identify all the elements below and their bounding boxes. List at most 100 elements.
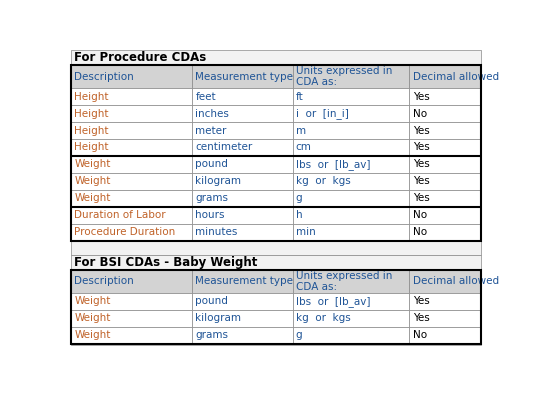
Bar (410, 310, 481, 327)
Text: Units expressed in
CDA as:: Units expressed in CDA as: (296, 271, 392, 292)
Bar (71, 173, 192, 190)
Bar (71, 207, 192, 224)
Text: Weight: Weight (74, 193, 110, 203)
Bar (410, 270, 481, 293)
Bar (410, 207, 481, 224)
Bar (192, 173, 293, 190)
Text: Yes: Yes (412, 160, 430, 169)
Text: kg  or  kgs: kg or kgs (296, 314, 350, 324)
Text: kilogram: kilogram (195, 177, 241, 186)
Bar (293, 156, 410, 173)
Bar (293, 190, 410, 207)
Text: No: No (412, 227, 427, 237)
Text: Description: Description (74, 71, 134, 82)
Text: Decimal allowed: Decimal allowed (412, 71, 499, 82)
Text: min: min (296, 227, 315, 237)
Text: pound: pound (195, 297, 228, 307)
Text: Decimal allowed: Decimal allowed (412, 276, 499, 286)
Bar (410, 224, 481, 241)
Text: Height: Height (74, 143, 109, 152)
Bar (293, 122, 410, 139)
Text: Yes: Yes (412, 177, 430, 186)
Bar (192, 156, 293, 173)
Text: grams: grams (195, 330, 229, 340)
Bar (71, 270, 192, 293)
Bar (410, 173, 481, 190)
Bar (410, 122, 481, 139)
Bar (192, 88, 293, 105)
Text: m: m (296, 126, 306, 135)
Text: pound: pound (195, 160, 228, 169)
Text: Height: Height (74, 92, 109, 102)
Bar (293, 88, 410, 105)
Bar (71, 50, 481, 65)
Bar (293, 139, 410, 156)
Text: ft: ft (296, 92, 303, 102)
Bar (71, 139, 192, 156)
Text: Yes: Yes (412, 92, 430, 102)
Bar (71, 156, 192, 173)
Text: lbs  or  [lb_av]: lbs or [lb_av] (296, 296, 370, 307)
Text: Weight: Weight (74, 160, 110, 169)
Bar (293, 310, 410, 327)
Text: Yes: Yes (412, 297, 430, 307)
Bar (71, 88, 192, 105)
Bar (192, 207, 293, 224)
Text: meter: meter (195, 126, 227, 135)
Text: Yes: Yes (412, 126, 430, 135)
Bar (192, 190, 293, 207)
Bar (410, 156, 481, 173)
Bar (71, 310, 192, 327)
Text: No: No (412, 330, 427, 340)
Bar (192, 105, 293, 122)
Text: Duration of Labor: Duration of Labor (74, 210, 166, 220)
Bar (192, 139, 293, 156)
Bar (192, 327, 293, 344)
Bar (410, 293, 481, 310)
Bar (293, 65, 410, 88)
Bar (71, 241, 481, 254)
Bar (71, 270, 481, 344)
Text: Description: Description (74, 276, 134, 286)
Text: Procedure Duration: Procedure Duration (74, 227, 176, 237)
Bar (293, 207, 410, 224)
Text: Weight: Weight (74, 330, 110, 340)
Text: Measurement type: Measurement type (195, 71, 293, 82)
Bar (293, 224, 410, 241)
Bar (71, 327, 192, 344)
Text: inches: inches (195, 109, 229, 118)
Bar (293, 270, 410, 293)
Text: centimeter: centimeter (195, 143, 253, 152)
Text: i  or  [in_i]: i or [in_i] (296, 108, 349, 119)
Text: Weight: Weight (74, 314, 110, 324)
Text: feet: feet (195, 92, 216, 102)
Bar (192, 310, 293, 327)
Bar (410, 139, 481, 156)
Bar (192, 293, 293, 310)
Bar (71, 254, 481, 270)
Bar (71, 293, 192, 310)
Text: Yes: Yes (412, 193, 430, 203)
Bar (192, 122, 293, 139)
Text: Height: Height (74, 126, 109, 135)
Text: For Procedure CDAs: For Procedure CDAs (74, 51, 206, 64)
Bar (192, 224, 293, 241)
Text: grams: grams (195, 193, 229, 203)
Text: For BSI CDAs - Baby Weight: For BSI CDAs - Baby Weight (74, 256, 258, 269)
Text: cm: cm (296, 143, 312, 152)
Bar (293, 173, 410, 190)
Text: Height: Height (74, 109, 109, 118)
Bar (71, 122, 192, 139)
Bar (71, 65, 481, 241)
Text: Units expressed in
CDA as:: Units expressed in CDA as: (296, 66, 392, 87)
Bar (410, 190, 481, 207)
Text: No: No (412, 210, 427, 220)
Text: g: g (296, 330, 302, 340)
Text: lbs  or  [lb_av]: lbs or [lb_av] (296, 159, 370, 170)
Bar (293, 327, 410, 344)
Bar (410, 88, 481, 105)
Text: minutes: minutes (195, 227, 238, 237)
Bar (192, 270, 293, 293)
Bar (71, 224, 192, 241)
Text: Yes: Yes (412, 314, 430, 324)
